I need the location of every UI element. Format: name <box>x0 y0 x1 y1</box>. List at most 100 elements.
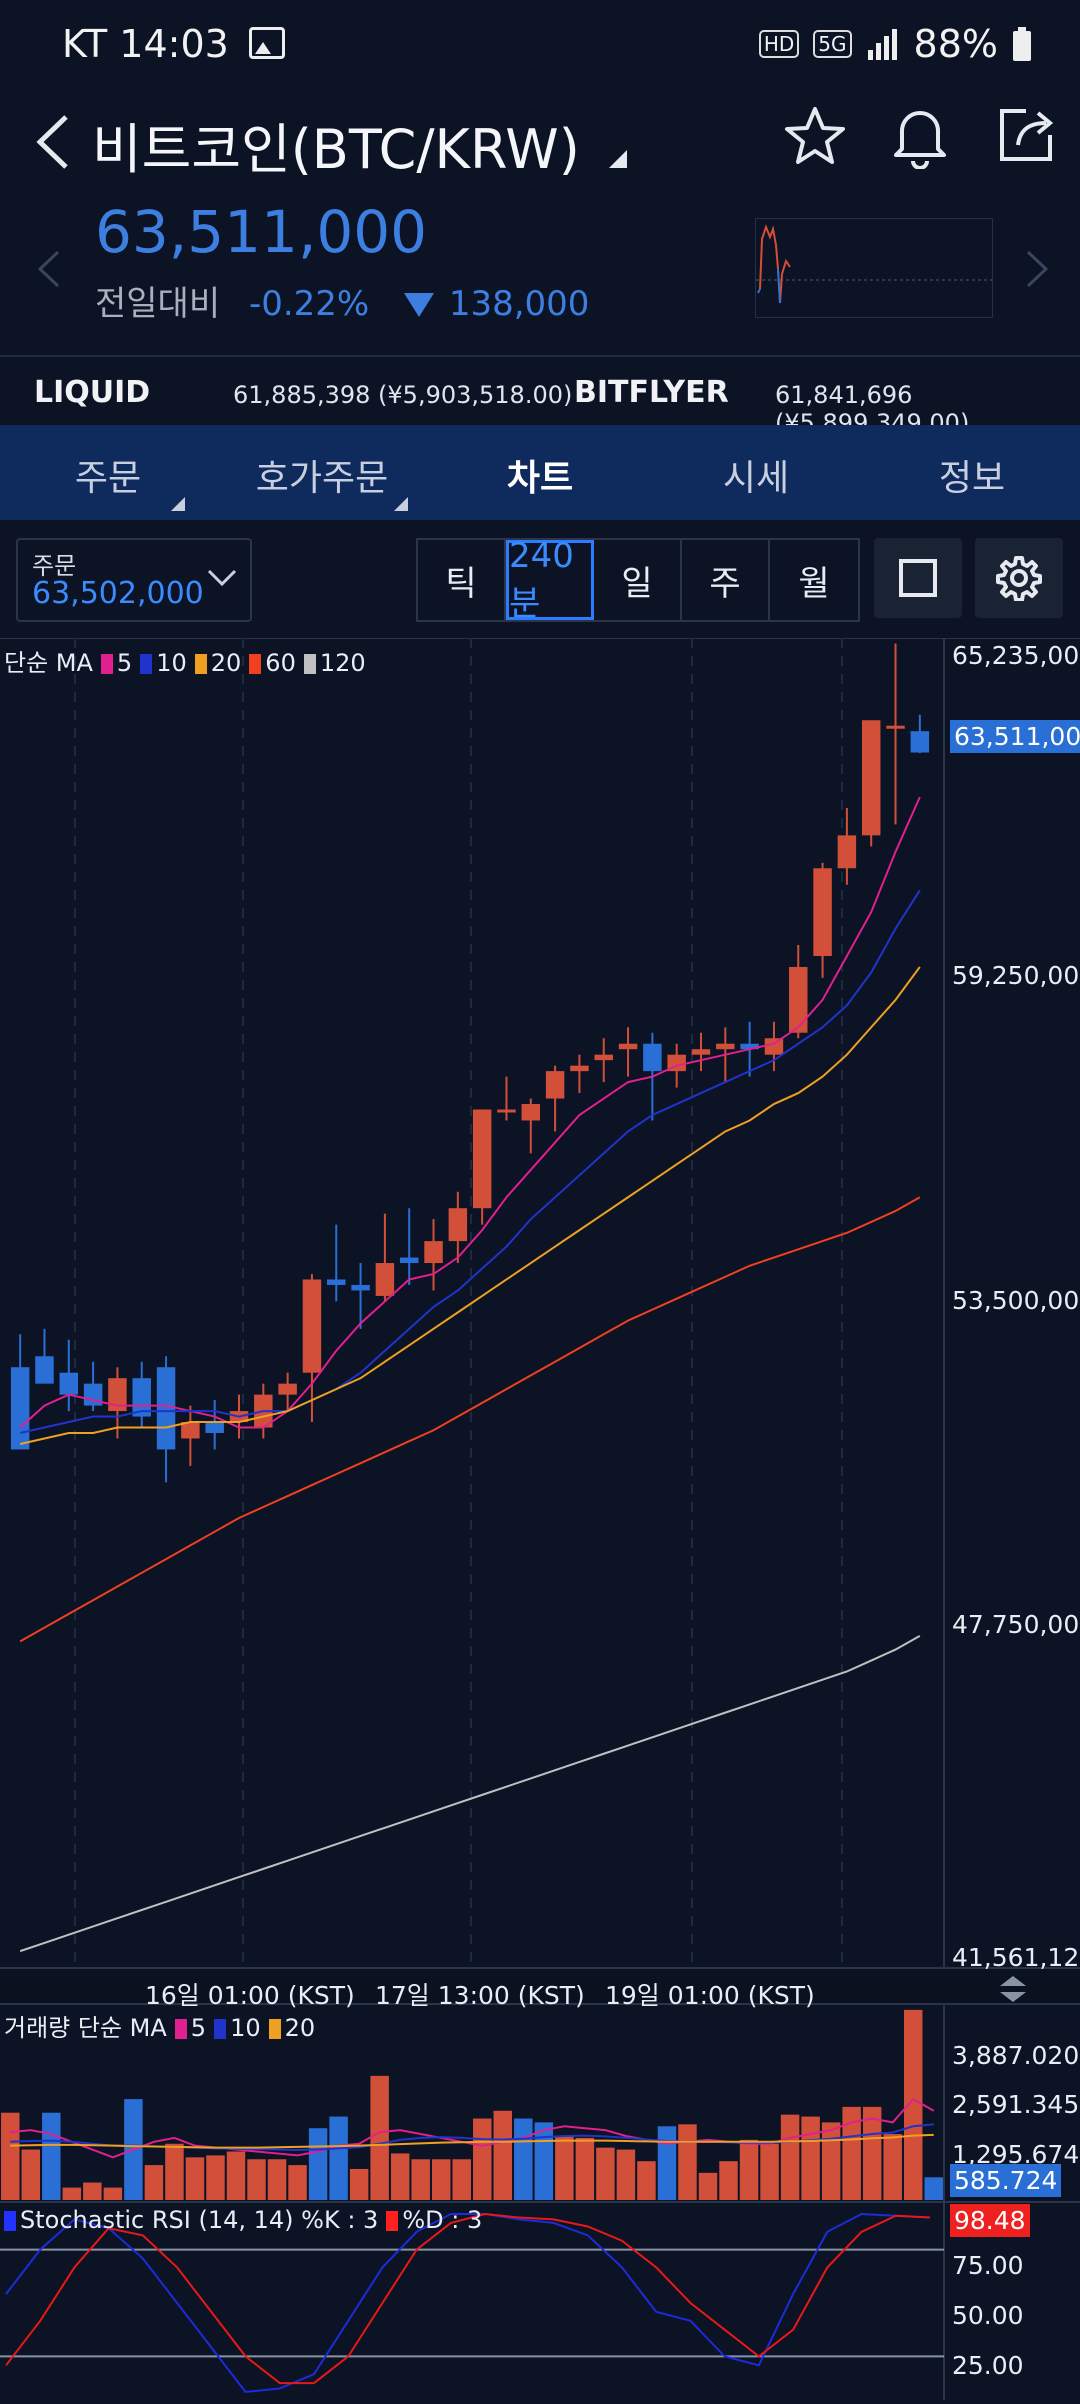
current-price: 63,511,000 <box>95 198 428 266</box>
candle-body <box>351 1284 370 1291</box>
chart-settings-button[interactable] <box>975 538 1063 618</box>
tab-order-corner-icon <box>171 497 186 511</box>
tab-hoga-order-label: 호가주문 <box>255 458 389 499</box>
status-carrier-time: KT 14:03 <box>62 22 285 66</box>
candle-body <box>399 1257 419 1264</box>
volume-bar <box>903 2009 923 2200</box>
d-label: %D : 3 <box>402 2206 483 2234</box>
candle-body <box>83 1383 103 1406</box>
period-selector: 틱 240분 일 주 월 <box>416 536 860 624</box>
exchange-name-liquid: LIQUID <box>34 375 151 410</box>
volume-bar <box>657 2126 677 2200</box>
rsi-last-tag: 98.48 <box>950 2204 1030 2237</box>
tab-order[interactable]: 주문 <box>8 449 208 511</box>
prev-coin-chevron-icon[interactable] <box>36 248 62 290</box>
share-icon[interactable] <box>996 105 1056 165</box>
volume-ma-legend: 거래량 단순 MA 5 10 20 <box>4 2008 315 2043</box>
period-week[interactable]: 주 <box>682 540 770 620</box>
volume-bar <box>103 2187 123 2200</box>
candle-body <box>497 1109 516 1113</box>
square-icon <box>899 559 937 597</box>
period-month[interactable]: 월 <box>798 563 830 604</box>
volume-bar <box>390 2153 410 2200</box>
candle-body <box>618 1043 638 1050</box>
candle-body <box>302 1279 322 1373</box>
stoch-rsi-legend: Stochastic RSI (14, 14) %K : 3 %D : 3 <box>4 2206 482 2234</box>
price-ma60-line <box>19 1196 921 1643</box>
candle-body <box>789 966 808 1033</box>
ma20-label: 20 <box>210 649 242 677</box>
time-axis-band <box>0 1968 1080 2004</box>
volume-bar <box>1 2112 20 2200</box>
volume-bar <box>349 2168 369 2200</box>
stoch-rsi-title: Stochastic RSI (14, 14) %K : 3 <box>20 2206 379 2234</box>
hd-badge: HD <box>758 30 800 58</box>
x-tick-2: 17일 13:00 (KST) <box>375 1981 585 2010</box>
volume-bar <box>165 2143 184 2200</box>
volume-bar <box>739 2139 759 2200</box>
next-coin-chevron-icon[interactable] <box>1024 248 1050 290</box>
volume-bar <box>719 2161 738 2200</box>
resize-handle-icon[interactable] <box>996 1974 1030 2004</box>
volume-bar <box>288 2165 307 2200</box>
y-tick-3: 53,500,000 <box>952 1286 1080 1315</box>
fullscreen-button[interactable] <box>874 538 962 618</box>
volume-bar <box>821 2122 841 2200</box>
tab-hoga-order[interactable]: 호가주문 <box>222 449 422 511</box>
candle-body <box>108 1378 127 1412</box>
candle-body <box>35 1356 54 1384</box>
candle-body <box>132 1378 151 1417</box>
vol-ma20-label: 20 <box>284 2014 316 2042</box>
candle-body <box>181 1422 200 1439</box>
period-day[interactable]: 일 <box>594 540 682 620</box>
period-tick[interactable]: 틱 <box>418 540 506 620</box>
y-tick-1: 65,235,000 <box>952 641 1080 670</box>
chart-area[interactable]: 단순 MA 5 10 20 60 120 거래량 단순 MA 5 10 20 Stochasti… <box>0 637 1080 2400</box>
volume-bar <box>370 2075 389 2200</box>
candle-body <box>278 1383 297 1395</box>
rsi-d-line <box>5 2212 931 2385</box>
volume-bar <box>267 2159 287 2200</box>
order-type-select[interactable]: 주문 63,502,000 <box>16 538 252 622</box>
ma60-swatch <box>249 654 262 674</box>
coin-title-dropdown[interactable]: 비트코인(BTC/KRW) <box>92 105 627 184</box>
candle-body <box>375 1263 395 1296</box>
rsi-k-line <box>5 2212 931 2394</box>
candle-body <box>764 1038 784 1055</box>
status-icons: HD 5G 88% <box>758 22 1032 66</box>
candle-body <box>837 835 857 869</box>
volume-bar <box>616 2149 636 2200</box>
tab-quotes[interactable]: 시세 <box>722 458 790 499</box>
down-triangle-icon <box>404 293 435 317</box>
last-price-tag: 63,511,000 <box>950 720 1080 753</box>
vol-ma10-swatch <box>214 2019 227 2039</box>
candle-body <box>545 1071 565 1099</box>
volume-bar <box>21 2149 41 2200</box>
price-legend-title: 단순 MA <box>4 649 93 677</box>
candle-body <box>521 1104 541 1121</box>
volume-bar <box>493 2110 513 2200</box>
period-240min[interactable]: 240분 <box>506 536 594 624</box>
tab-chart[interactable]: 차트 <box>506 458 574 499</box>
volume-bar <box>431 2159 451 2200</box>
candle-body <box>813 868 832 956</box>
tab-hoga-corner-icon <box>394 497 409 511</box>
candle-body <box>59 1372 79 1395</box>
tab-info[interactable]: 정보 <box>938 458 1006 499</box>
tab-bar: 주문 호가주문 차트 시세 정보 <box>0 425 1080 520</box>
volume-legend-title: 거래량 단순 MA <box>4 2014 167 2042</box>
volume-bar <box>329 2116 348 2200</box>
candle-body <box>570 1065 589 1072</box>
star-icon[interactable] <box>784 105 846 167</box>
rsi-y-tick-2: 50.00 <box>952 2301 1024 2330</box>
volume-bar <box>411 2159 430 2200</box>
candle-body <box>156 1367 176 1450</box>
bell-icon[interactable] <box>890 103 950 169</box>
ma10-label: 10 <box>156 649 187 677</box>
volume-bar <box>206 2155 225 2200</box>
chart-canvas[interactable] <box>0 637 1080 2400</box>
volume-bar <box>760 2143 779 2200</box>
back-arrow-icon[interactable] <box>28 107 78 177</box>
mini-chart[interactable] <box>755 218 993 318</box>
gear-icon <box>996 556 1042 601</box>
